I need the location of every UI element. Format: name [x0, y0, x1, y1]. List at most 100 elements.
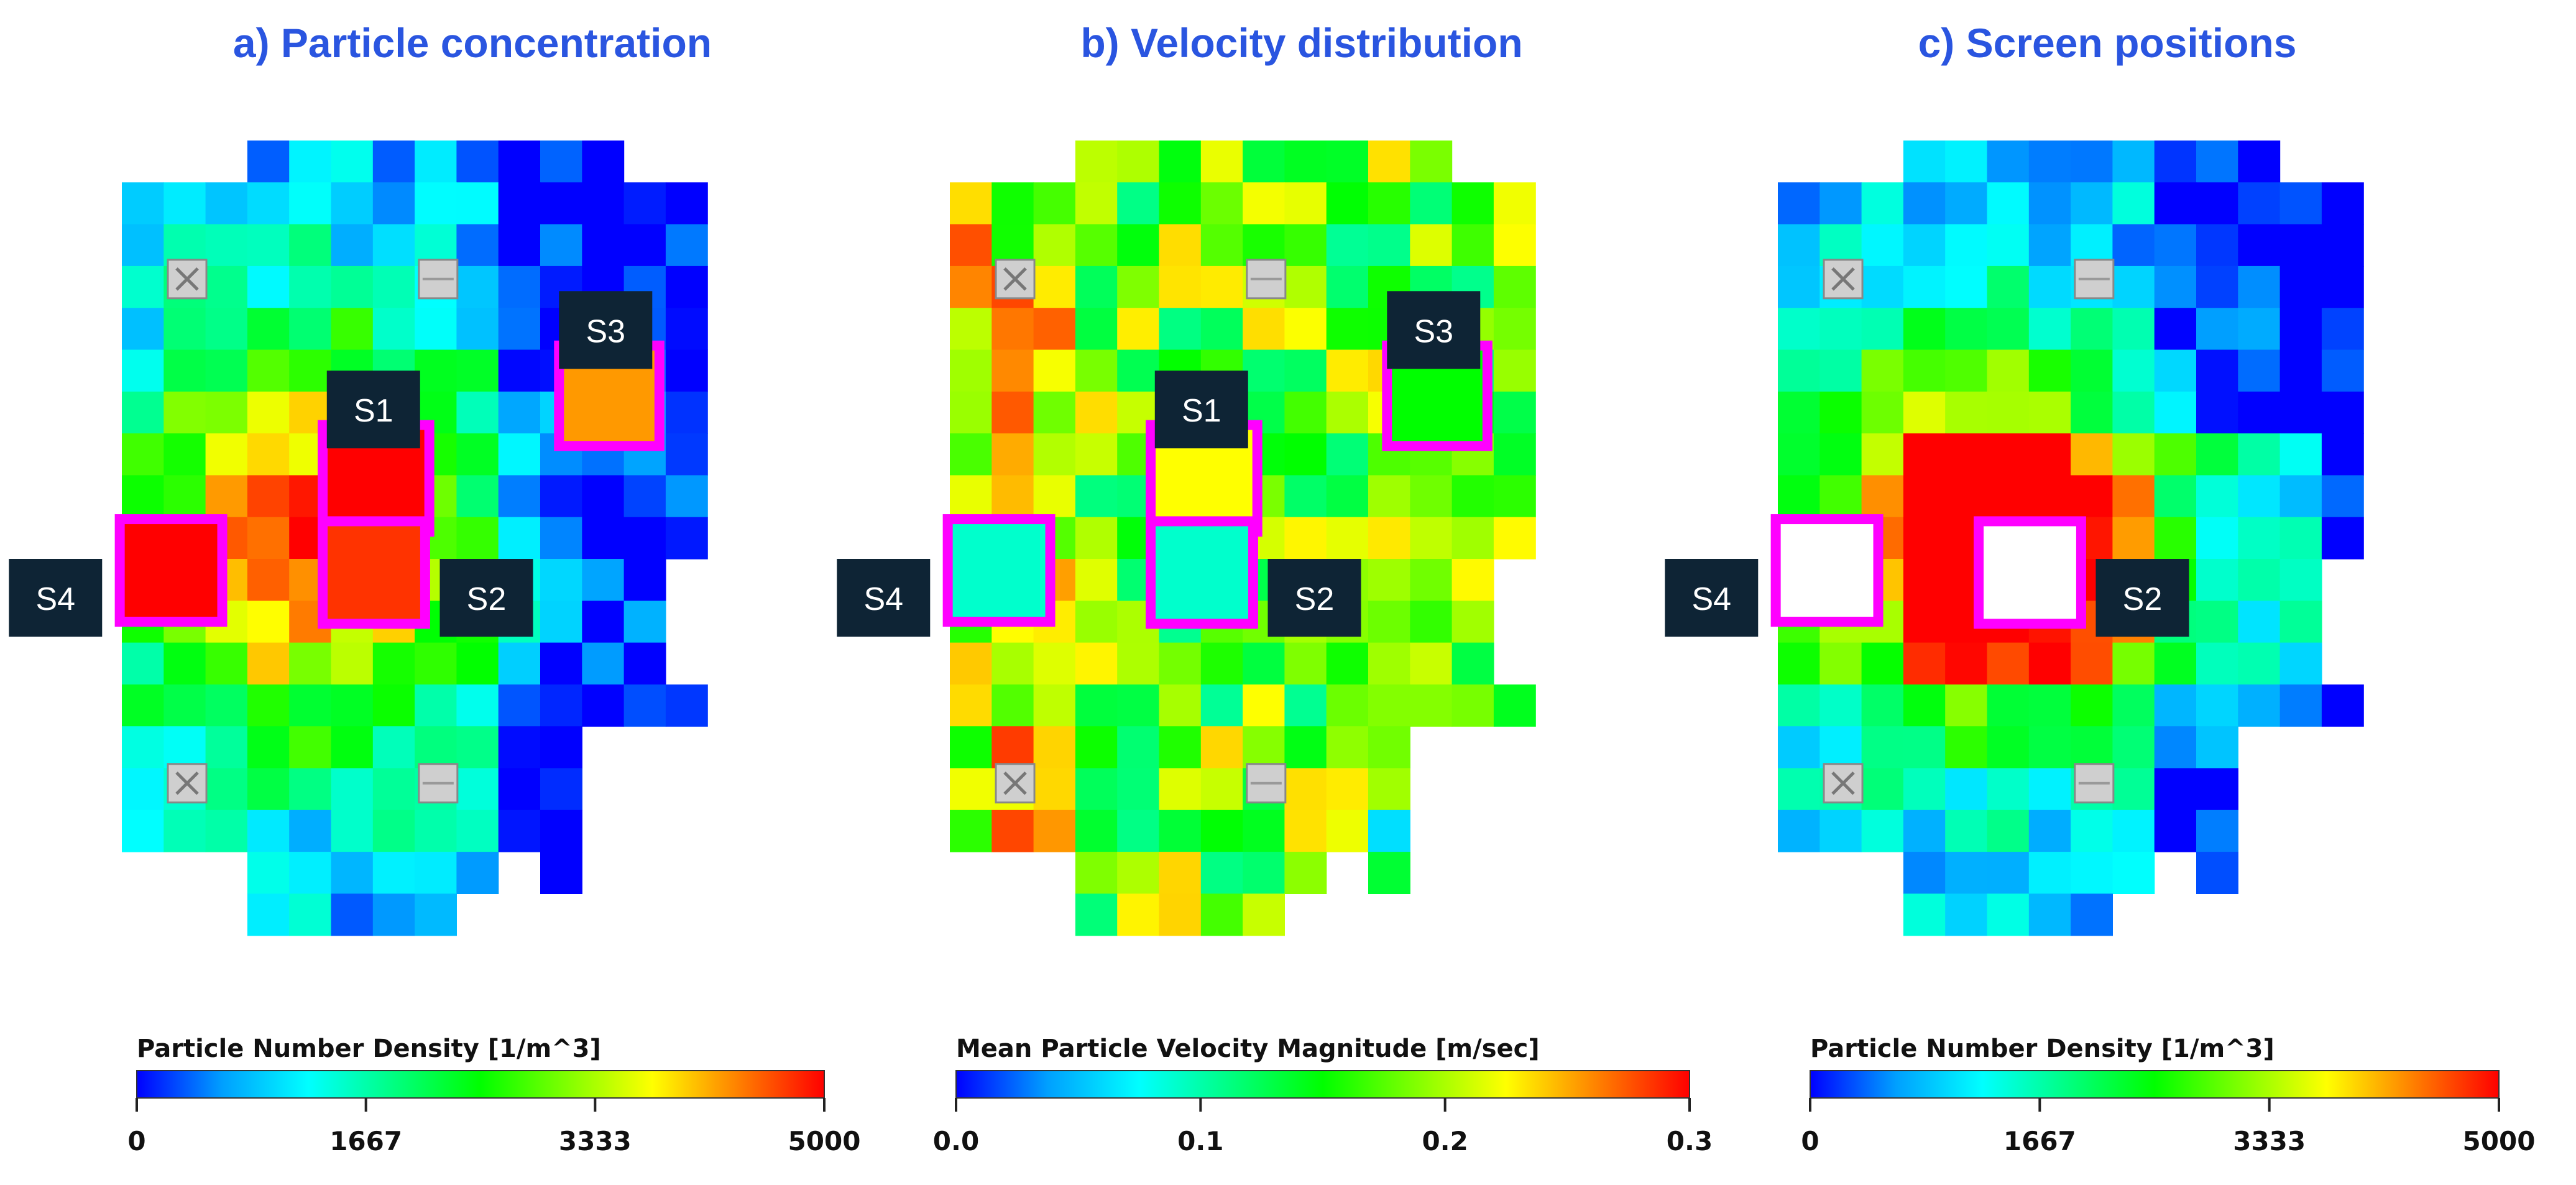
heatmap-cell — [163, 475, 206, 518]
fan-cross-mark — [1003, 772, 1027, 795]
heatmap-cell — [1945, 768, 1988, 811]
heatmap-cell — [950, 809, 992, 852]
heatmap-cell — [1159, 141, 1202, 183]
heatmap-cell — [582, 559, 625, 601]
heatmap-cell — [2154, 265, 2197, 308]
heatmap-cell — [2279, 391, 2322, 434]
heatmap-cell — [122, 768, 164, 811]
region-label-s3: S3 — [586, 313, 625, 349]
heatmap-cell — [1159, 768, 1202, 811]
heatmap-cell — [1410, 224, 1453, 267]
heatmap-cell — [1075, 642, 1118, 685]
heatmap-cell — [950, 265, 992, 308]
region-label-bg — [1154, 371, 1248, 449]
region-box-s4 — [114, 514, 228, 627]
heatmap-cell — [665, 182, 708, 225]
colorbar — [136, 1070, 825, 1099]
heatmap-cell — [163, 642, 206, 685]
heatmap-cell — [2196, 726, 2238, 769]
region-label-s2: S2 — [2123, 581, 2163, 617]
heatmap-cell — [2071, 433, 2113, 476]
heatmap-cell — [2071, 809, 2113, 852]
heatmap-cell — [415, 182, 457, 225]
heatmap-cell — [1284, 642, 1327, 685]
heatmap-cell — [2196, 308, 2238, 351]
heatmap-cell — [289, 684, 332, 727]
heatmap-cell — [1903, 642, 1946, 685]
colorbar-tick-label: 0.1 — [1177, 1126, 1223, 1156]
heatmap-cell — [2154, 768, 2197, 811]
heatmap-cell — [1778, 308, 1820, 351]
heatmap-cell — [2196, 684, 2238, 727]
heatmap-cell — [1903, 601, 1946, 643]
heatmap-cell — [1819, 684, 1862, 727]
heatmap-cell — [247, 349, 290, 392]
heatmap-cell — [2028, 768, 2071, 811]
heatmap-cell — [1159, 265, 1202, 308]
heatmap-cell — [331, 726, 374, 769]
heatmap-cell — [2154, 809, 2197, 852]
heatmap-cell — [1368, 601, 1410, 643]
heatmap-cell — [1284, 475, 1327, 518]
heatmap-cell — [991, 433, 1034, 476]
heatmap-cell — [1075, 475, 1118, 518]
heatmap-cell — [582, 642, 625, 685]
heatmap-cell — [331, 893, 374, 936]
heatmap-cell — [1861, 265, 1904, 308]
heatmap-cell — [2028, 684, 2071, 727]
heatmap-cell — [1284, 809, 1327, 852]
heatmap-cell — [2196, 809, 2238, 852]
heatmap-cell — [2321, 391, 2364, 434]
heatmap-cell — [415, 141, 457, 183]
region-box-s2 — [1146, 516, 1258, 629]
panel-title: b) Velocity distribution — [1080, 20, 1522, 66]
heatmap-cell — [2196, 642, 2238, 685]
heatmap-cell — [2028, 265, 2071, 308]
heatmap-cell — [2321, 517, 2364, 560]
heatmap-cell — [1075, 893, 1118, 936]
heatmap-cell — [1159, 726, 1202, 769]
heatmap-cell — [1861, 224, 1904, 267]
heatmap-cell — [247, 182, 290, 225]
heatmap-cell — [205, 768, 248, 811]
heatmap-cell — [456, 852, 499, 894]
heatmap-cell — [2071, 182, 2113, 225]
region-label-bg — [559, 291, 653, 369]
heatmap-cell — [1819, 726, 1862, 769]
heatmap-cell — [247, 852, 290, 894]
heatmap-cell — [1200, 768, 1243, 811]
heatmap-cell — [498, 768, 541, 811]
heatmap-cell — [1159, 684, 1202, 727]
heatmap-cell — [415, 809, 457, 852]
heatmap-cell — [1326, 642, 1369, 685]
heatmap-cell — [289, 768, 332, 811]
heatmap-cell — [122, 433, 164, 476]
heatmap-cell — [2238, 601, 2281, 643]
heatmap-cell — [2071, 141, 2113, 183]
heatmap-cell — [2112, 517, 2155, 560]
region-box-s4 — [942, 514, 1056, 627]
heatmap-cell — [122, 726, 164, 769]
heatmap-cell — [1159, 893, 1202, 936]
heatmap-cell — [1243, 642, 1285, 685]
heatmap-cell — [456, 517, 499, 560]
heatmap-cell — [991, 809, 1034, 852]
heatmap-cell — [1778, 182, 1820, 225]
heatmap-cell — [1987, 224, 2030, 267]
heatmap-cell — [2196, 391, 2238, 434]
heatmap-cell — [1368, 642, 1410, 685]
heatmap-cell — [1326, 433, 1369, 476]
heatmap-cell — [247, 517, 290, 560]
heatmap-cell — [498, 726, 541, 769]
fan-cross-mark — [1831, 772, 1855, 795]
heatmap-cell — [1033, 224, 1076, 267]
heatmap-cell — [2071, 726, 2113, 769]
heatmap-cell — [1117, 265, 1160, 308]
heatmap-cell — [415, 308, 457, 351]
heatmap-cell — [205, 433, 248, 476]
heatmap-cell — [1117, 182, 1160, 225]
heatmap-cell — [1410, 601, 1453, 643]
heatmap-cell — [1200, 726, 1243, 769]
heatmap-cell — [2028, 182, 2071, 225]
heatmap-cell — [122, 642, 164, 685]
